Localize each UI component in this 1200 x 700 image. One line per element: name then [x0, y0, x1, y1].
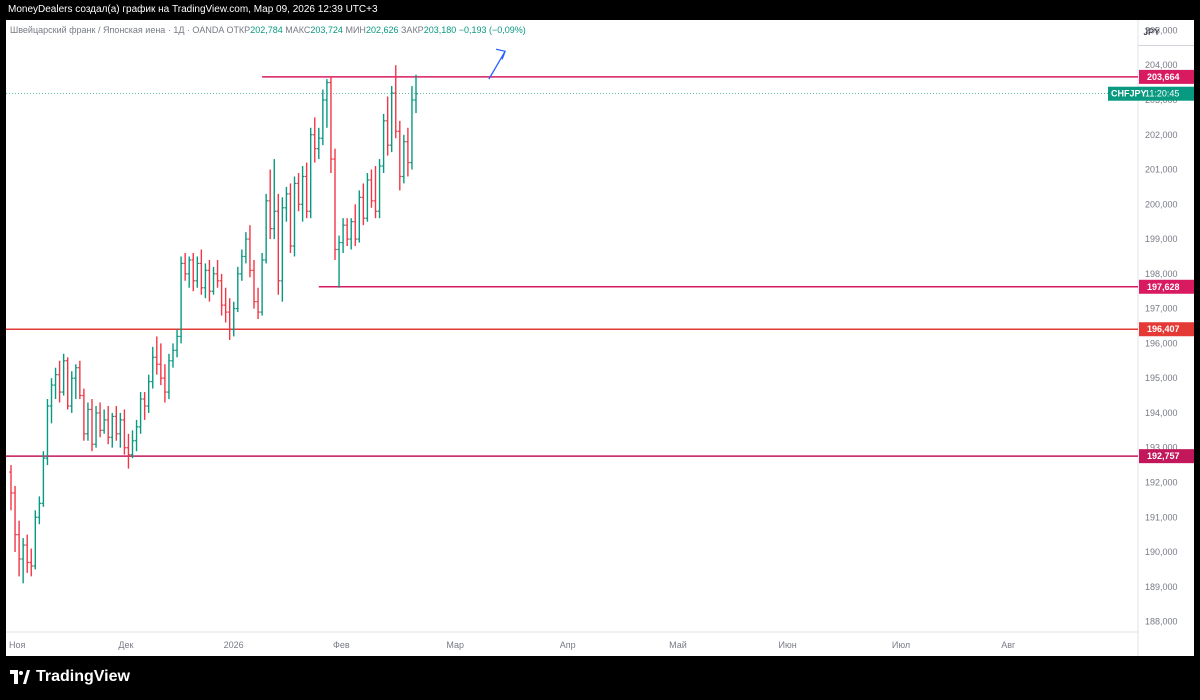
y-tick-label: 189,000 — [1145, 582, 1178, 592]
level-price-tag — [1139, 322, 1194, 337]
legend-high-value: 203,724 — [310, 25, 343, 35]
x-tick-label: Июл — [892, 640, 910, 650]
x-tick-label: Авг — [1001, 640, 1016, 650]
level-price-label: 196,407 — [1147, 324, 1180, 334]
x-tick-label: Ноя — [9, 640, 26, 650]
level-price-tag — [1139, 449, 1194, 464]
x-tick-label: Фев — [333, 640, 350, 650]
level-price-label: 192,757 — [1147, 451, 1180, 461]
x-tick-label: Дек — [118, 640, 133, 650]
trend-arrow-line — [488, 50, 506, 80]
legend-low-value: 202,626 — [365, 25, 399, 35]
trend-arrow-head — [495, 48, 506, 60]
header-caption: MoneyDealers создал(а) график на Trading… — [8, 4, 378, 15]
y-tick-label: 191,000 — [1145, 512, 1178, 522]
legend-close-label: ЗАКР — [401, 25, 424, 35]
y-tick-label: 193,000 — [1145, 443, 1178, 453]
y-tick-label: 201,000 — [1145, 165, 1178, 175]
level-price-tag — [1139, 69, 1194, 84]
currency-label[interactable]: JPY — [1143, 27, 1160, 37]
legend-low-label: МИН — [345, 25, 366, 35]
y-tick-label: 195,000 — [1145, 373, 1178, 383]
y-tick-label: 188,000 — [1145, 617, 1178, 627]
x-tick-label: Мар — [446, 640, 464, 650]
y-tick-label: 192,000 — [1145, 477, 1178, 487]
y-tick-label: 194,000 — [1145, 408, 1178, 418]
currency-divider — [1138, 45, 1194, 46]
x-tick-label: Апр — [560, 640, 576, 650]
y-tick-label: 197,000 — [1145, 304, 1178, 314]
y-tick-label: 199,000 — [1145, 234, 1178, 244]
chart-frame: 188,000 189,000 190,000 191,000 192,000 193,0… — [6, 20, 1194, 656]
y-tick-label: 202,000 — [1145, 130, 1178, 140]
legend-close-value: 203,180 — [423, 25, 457, 35]
x-tick-label: 2026 — [224, 640, 244, 650]
footer-bar: TradingView — [0, 656, 1200, 700]
y-tick-label: 190,000 — [1145, 547, 1178, 557]
level-price-label: 197,628 — [1147, 282, 1180, 292]
legend-open-label: ОТКР — [226, 25, 251, 35]
current-symbol-label: CHFJPY — [1111, 89, 1147, 99]
legend-symbol: Швейцарский франк / Японская иена · 1Д ·… — [10, 25, 224, 35]
y-tick-label: 198,000 — [1145, 269, 1178, 279]
y-tick-label: 196,000 — [1145, 338, 1178, 348]
legend-change: −0,193 (−0,09%) — [458, 25, 526, 35]
footer-brand: TradingView — [36, 668, 130, 685]
legend-high-label: МАКС — [285, 25, 311, 35]
level-price-tag — [1139, 279, 1194, 294]
chart-svg[interactable]: 188,000 189,000 190,000 191,000 192,000 193,0… — [6, 20, 1194, 656]
chart-legend: Швейцарский франк / Японская иена · 1Д ·… — [10, 25, 526, 35]
y-tick-label: 204,000 — [1145, 60, 1178, 70]
x-tick-label: Июн — [779, 640, 797, 650]
legend-open-value: 202,784 — [250, 25, 283, 35]
current-price-tag — [1108, 86, 1194, 101]
y-tick-label: 205,000 — [1145, 25, 1178, 35]
header-bar: MoneyDealers создал(а) график на Trading… — [0, 0, 1200, 20]
y-tick-label: 200,000 — [1145, 199, 1178, 209]
tradingview-logo[interactable]: TradingView — [10, 668, 130, 686]
x-tick-label: Май — [669, 640, 687, 650]
level-price-label: 203,664 — [1147, 72, 1180, 82]
tradingview-logo-icon — [10, 670, 30, 684]
current-countdown-label: 11:20:45 — [1145, 89, 1179, 99]
